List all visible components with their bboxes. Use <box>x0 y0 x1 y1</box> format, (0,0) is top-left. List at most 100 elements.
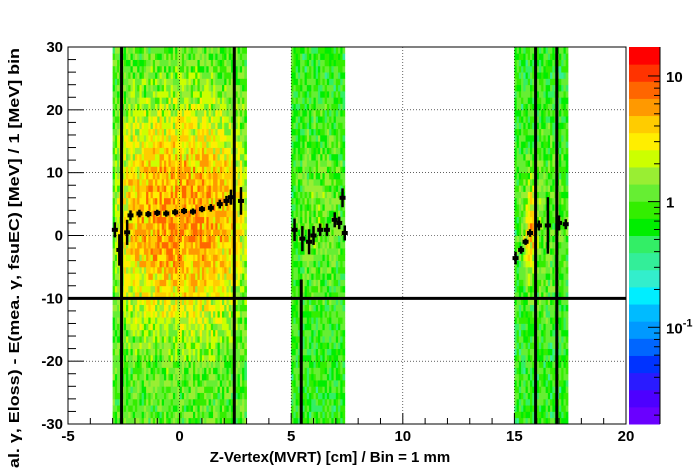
heatmap-cell <box>230 116 234 123</box>
heatmap-cell <box>237 128 241 136</box>
heatmap-cell <box>123 59 127 67</box>
heatmap-cell <box>215 279 218 287</box>
heatmap-cell <box>322 361 326 368</box>
heatmap-cell <box>161 90 165 98</box>
heatmap-cell <box>215 47 218 54</box>
heatmap-cell <box>208 292 212 299</box>
heatmap-cell <box>217 248 221 255</box>
heatmap-cell <box>317 317 321 324</box>
heatmap-cell <box>163 354 167 362</box>
heatmap-cell <box>335 153 339 161</box>
heatmap-cell <box>155 185 158 192</box>
heatmap-cell <box>300 216 303 224</box>
heatmap-cell <box>228 172 232 180</box>
heatmap-cell <box>230 273 234 280</box>
heatmap-cell <box>161 354 165 362</box>
heatmap-cell <box>244 336 247 343</box>
heatmap-cell <box>132 417 136 425</box>
heatmap-cell <box>302 59 305 67</box>
heatmap-cell <box>168 84 172 92</box>
heatmap-cell <box>304 47 308 54</box>
heatmap-cell <box>148 417 151 425</box>
heatmap-cell <box>150 84 154 92</box>
heatmap-cell <box>188 65 192 73</box>
heatmap-cell <box>295 273 299 280</box>
heatmap-cell <box>152 373 156 381</box>
heatmap-cell <box>123 398 127 406</box>
heatmap-cell <box>134 367 138 375</box>
heatmap-cell <box>192 392 196 400</box>
heatmap-cell <box>206 260 210 268</box>
heatmap-cell <box>230 72 234 79</box>
heatmap-cell <box>117 191 120 199</box>
heatmap-cell <box>295 97 299 104</box>
heatmap-cell <box>170 254 174 262</box>
heatmap-cell <box>340 354 343 362</box>
heatmap-cell <box>217 304 221 312</box>
heatmap-cell <box>199 84 203 92</box>
heatmap-cell <box>222 178 225 186</box>
heatmap-cell <box>114 398 118 406</box>
heatmap-cell <box>304 160 308 167</box>
heatmap-cell <box>130 153 134 161</box>
heatmap-cell <box>224 97 227 104</box>
heatmap-cell <box>311 266 314 274</box>
heatmap-cell <box>295 134 299 142</box>
heatmap-cell <box>112 160 116 167</box>
heatmap-cell <box>326 386 330 393</box>
heatmap-cell <box>177 342 180 349</box>
heatmap-cell <box>197 134 201 142</box>
heatmap-cell <box>192 354 196 362</box>
heatmap-cell <box>326 147 330 155</box>
heatmap-cell <box>139 235 143 243</box>
heatmap-cell <box>128 304 131 312</box>
heatmap-cell <box>302 298 305 306</box>
heatmap-cell <box>137 405 140 412</box>
heatmap-cell <box>134 405 138 412</box>
heatmap-cell <box>237 398 241 406</box>
heatmap-cell <box>170 348 174 356</box>
heatmap-cell <box>148 354 151 362</box>
heatmap-cell <box>331 153 335 161</box>
heatmap-cell <box>317 97 321 104</box>
heatmap-cell <box>123 84 127 92</box>
heatmap-cell <box>338 134 341 142</box>
heatmap-cell <box>128 172 131 180</box>
heatmap-cell <box>177 128 180 136</box>
heatmap-cell <box>302 97 305 104</box>
heatmap-cell <box>239 361 243 368</box>
heatmap-cell <box>134 380 138 387</box>
heatmap-cell <box>161 72 165 79</box>
heatmap-cell <box>322 229 326 236</box>
heatmap-cell <box>335 235 339 243</box>
heatmap-cell <box>141 109 145 117</box>
heatmap-cell <box>322 222 326 230</box>
heatmap-cell <box>112 90 116 98</box>
heatmap-cell <box>143 116 147 123</box>
heatmap-cell <box>293 304 297 312</box>
heatmap-cell <box>163 191 167 199</box>
heatmap-cell <box>320 160 323 167</box>
heatmap-cell <box>326 160 330 167</box>
heatmap-cell <box>244 273 247 280</box>
heatmap-cell <box>226 185 230 192</box>
heatmap-cell <box>313 266 317 274</box>
heatmap-cell <box>333 285 337 293</box>
heatmap-cell <box>201 216 205 224</box>
heatmap-cell <box>159 210 163 218</box>
heatmap-cell <box>239 317 243 324</box>
heatmap-cell <box>152 185 156 192</box>
heatmap-cell <box>143 172 147 180</box>
heatmap-cell <box>311 216 314 224</box>
heatmap-cell <box>177 160 180 167</box>
heatmap-cell <box>148 273 151 280</box>
heatmap-cell <box>177 373 180 381</box>
heatmap-cell <box>188 160 192 167</box>
heatmap-cell <box>157 97 160 104</box>
heatmap-cell <box>224 191 227 199</box>
heatmap-cell <box>188 141 192 148</box>
heatmap-cell <box>219 222 223 230</box>
heatmap-cell <box>311 361 314 368</box>
heatmap-cell <box>172 222 176 230</box>
heatmap-cell <box>226 153 230 161</box>
